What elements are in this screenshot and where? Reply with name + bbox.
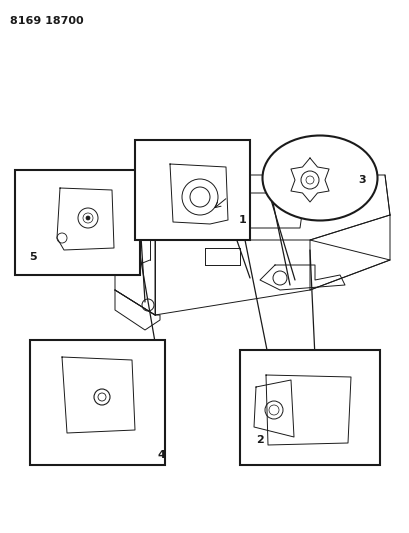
Text: 3: 3 (357, 175, 365, 185)
Text: 1: 1 (238, 215, 246, 225)
Circle shape (86, 216, 90, 220)
Bar (15, 170, 139, 275)
Text: 8169 18700: 8169 18700 (10, 16, 83, 26)
Text: 2: 2 (255, 435, 263, 445)
Ellipse shape (262, 135, 377, 221)
Bar (239, 350, 379, 465)
Bar (30, 340, 164, 465)
Bar (135, 140, 249, 240)
Text: 4: 4 (157, 450, 166, 460)
Text: 5: 5 (29, 252, 36, 262)
